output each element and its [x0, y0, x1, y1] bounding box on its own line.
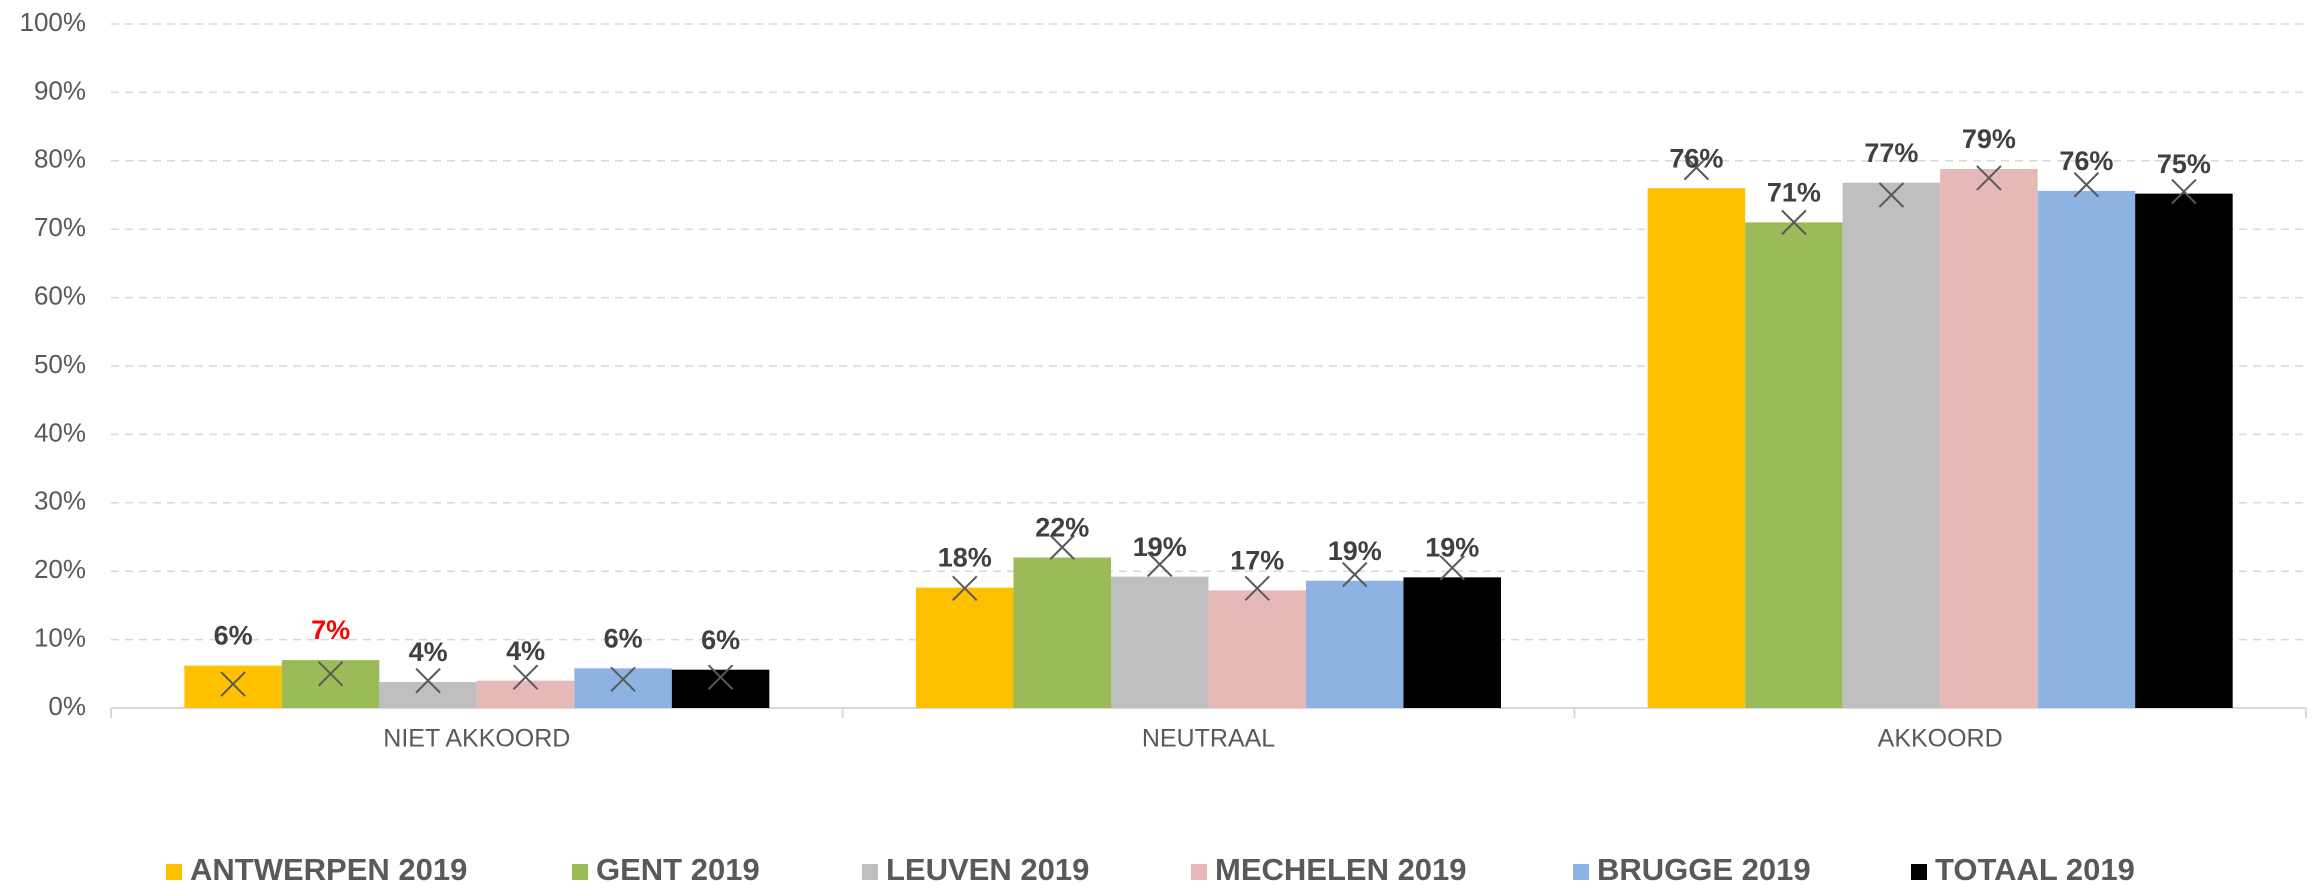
legend-label: ANTWERPEN 2019: [190, 852, 467, 885]
legend-swatch: [1191, 864, 1207, 880]
x-marker: [1244, 575, 1270, 602]
data-label: 19%: [1425, 532, 1479, 562]
x-marker: [952, 575, 978, 602]
legend-swatch: [1911, 864, 1927, 880]
legend-swatch: [862, 864, 878, 880]
x-marker: [512, 664, 539, 690]
x-marker: [1439, 555, 1465, 581]
x-tick-label: NIET AKKOORD: [383, 725, 570, 753]
data-label: 4%: [506, 636, 545, 666]
bar: [379, 682, 477, 708]
x-marker: [707, 664, 734, 690]
y-tick-label: 20%: [34, 554, 86, 584]
y-tick-label: 10%: [34, 622, 86, 652]
x-marker: [1147, 551, 1173, 578]
y-tick-label: 0%: [48, 691, 86, 721]
legend-swatch: [1573, 864, 1589, 880]
legend-swatch: [572, 864, 588, 880]
bar: [184, 665, 282, 708]
data-label: 75%: [2157, 149, 2211, 179]
bar: [1745, 222, 1843, 709]
bar: [1306, 580, 1404, 708]
x-marker: [1049, 534, 1075, 560]
data-label: 6%: [701, 625, 740, 655]
y-tick-label: 50%: [34, 349, 86, 379]
x-marker: [1878, 182, 1905, 208]
data-label: 18%: [938, 543, 992, 573]
data-label: 22%: [1035, 513, 1089, 543]
data-label: 4%: [409, 637, 448, 667]
bar: [916, 587, 1014, 708]
bar: [1111, 576, 1209, 708]
y-tick-label: 40%: [34, 417, 86, 447]
data-label: 6%: [604, 623, 643, 653]
bar: [671, 669, 770, 708]
legend-label: GENT 2019: [596, 852, 760, 885]
data-label: 19%: [1328, 536, 1382, 566]
legend-label: LEUVEN 2019: [886, 852, 1089, 885]
bar: [281, 660, 380, 708]
data-label: 76%: [1669, 143, 1723, 173]
bar: [2135, 193, 2233, 708]
legend-swatch: [166, 864, 182, 880]
data-label: 17%: [1230, 545, 1284, 575]
data-label: 79%: [1962, 124, 2016, 154]
y-tick-label: 90%: [34, 75, 86, 105]
bar: [1208, 590, 1306, 708]
bar: [1403, 577, 1501, 708]
x-marker: [1683, 154, 1710, 181]
data-label: 76%: [2059, 146, 2113, 176]
x-marker: [1342, 561, 1368, 588]
bar: [1013, 557, 1111, 708]
x-marker: [2073, 172, 2100, 198]
data-label: 71%: [1767, 177, 1821, 207]
y-tick-label: 80%: [34, 144, 86, 174]
bar: [1940, 169, 2038, 708]
x-marker: [1976, 165, 2002, 191]
y-tick-label: 60%: [34, 280, 86, 310]
y-tick-label: 100%: [20, 7, 87, 37]
data-label: 6%: [214, 621, 253, 651]
bar: [2037, 190, 2136, 708]
legend-label: MECHELEN 2019: [1215, 852, 1467, 885]
bar: [1647, 188, 1746, 708]
x-tick-label: NEUTRAAL: [1142, 725, 1275, 753]
x-marker: [2171, 178, 2197, 205]
x-marker: [415, 667, 441, 694]
x-marker: [1781, 209, 1807, 236]
data-label: 77%: [1864, 138, 1918, 168]
bar: [1842, 182, 1941, 709]
bar: [476, 680, 575, 708]
y-tick-label: 30%: [34, 486, 86, 516]
legend-label: TOTAAL 2019: [1935, 852, 2135, 885]
x-marker: [610, 666, 636, 692]
x-marker: [317, 661, 344, 687]
legend-label: BRUGGE 2019: [1597, 852, 1811, 885]
bar: [574, 668, 672, 708]
x-marker: [220, 671, 246, 697]
data-label: 7%: [311, 615, 350, 645]
y-tick-label: 70%: [34, 212, 86, 242]
x-tick-label: AKKOORD: [1878, 725, 2003, 753]
data-label: 19%: [1133, 532, 1187, 562]
